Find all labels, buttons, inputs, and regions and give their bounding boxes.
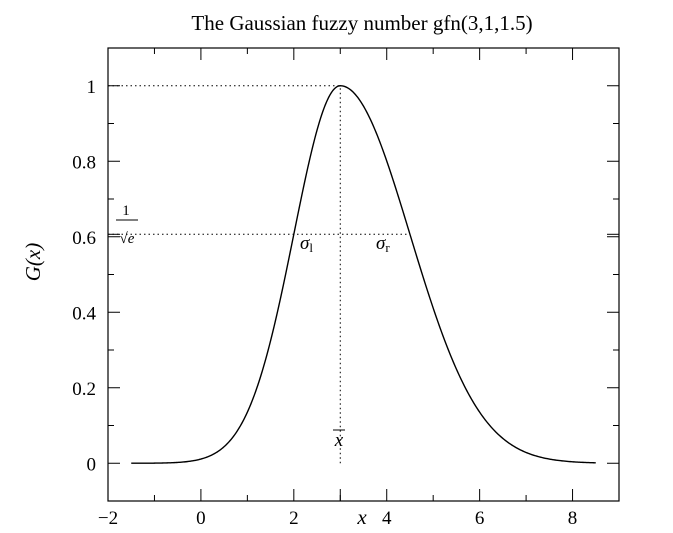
frac-numerator: 1 [122,203,130,219]
x-tick-label: 4 [382,508,392,529]
axis-ticks [107,47,620,502]
chart-title: The Gaussian fuzzy number gfn(3,1,1.5) [191,11,532,35]
x-tick-label: 8 [568,508,578,529]
reference-lines [108,85,410,464]
x-tick-label: 0 [196,508,206,529]
x-tick-label: −2 [98,508,118,529]
y-tick-label: 0.4 [72,303,96,324]
x-tick-labels: −2 0 2 4 6 8 [98,508,577,529]
sigma-left-label: σl [300,233,313,255]
y-tick-label: 0.2 [72,379,96,400]
x-tick-label: 6 [475,508,485,529]
plot-frame [107,47,620,502]
x-axis-label: x [356,505,367,529]
y-axis-label: G(x) [21,243,45,281]
one-over-sqrt-e-label: 1 √e [116,203,138,247]
y-tick-label: 0.8 [72,152,96,173]
y-tick-label: 0.6 [72,228,96,249]
x-tick-label: 2 [289,508,299,529]
sigma-right-label: σr [376,233,390,255]
y-tick-label: 0 [87,454,97,475]
y-tick-label: 1 [87,77,97,98]
frac-denominator: √e [120,231,135,247]
x-bar-text: x [334,430,344,451]
gaussian-curve [131,85,596,464]
x-bar-label: x [333,429,345,451]
y-tick-labels: 0 0.2 0.4 0.6 0.8 1 [72,77,96,476]
